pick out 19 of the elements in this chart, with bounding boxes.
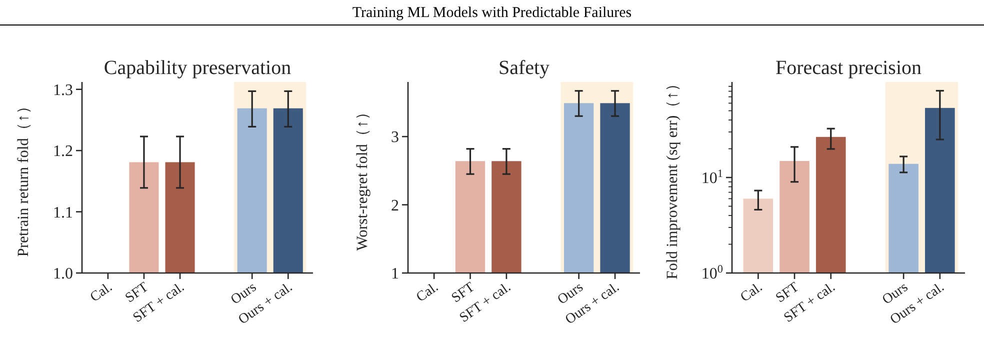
y-tick-label: 1 <box>391 266 399 283</box>
chart-title: Forecast precision <box>775 57 922 79</box>
y-tick-label: 1.0 <box>53 266 73 283</box>
y-tick-label: 1.1 <box>53 204 73 222</box>
y-axis-title: Worst-regret fold（↑） <box>354 104 371 251</box>
chart-title: Capability preservation <box>104 57 292 79</box>
y-axis-title: Fold improvement (sq err)（↑） <box>664 76 681 280</box>
y-tick-label: 1.3 <box>53 82 73 99</box>
y-tick-label: 10$^{0}$ <box>701 264 724 283</box>
chart-title: Safety <box>498 57 550 79</box>
text: Training ML Models with Predictable Failures <box>352 5 632 21</box>
x-tick-label: Cal. <box>738 280 766 306</box>
y-tick-label: 2 <box>391 197 399 214</box>
y-tick-label: 1.2 <box>53 143 73 160</box>
y-tick-label: 10$^{1}$ <box>701 168 723 188</box>
x-tick-label: Cal. <box>88 280 116 306</box>
y-axis-title: Pretrain return fold（↑） <box>15 98 32 257</box>
x-tick-label: Cal. <box>414 280 442 306</box>
y-tick-label: 3 <box>391 129 399 146</box>
